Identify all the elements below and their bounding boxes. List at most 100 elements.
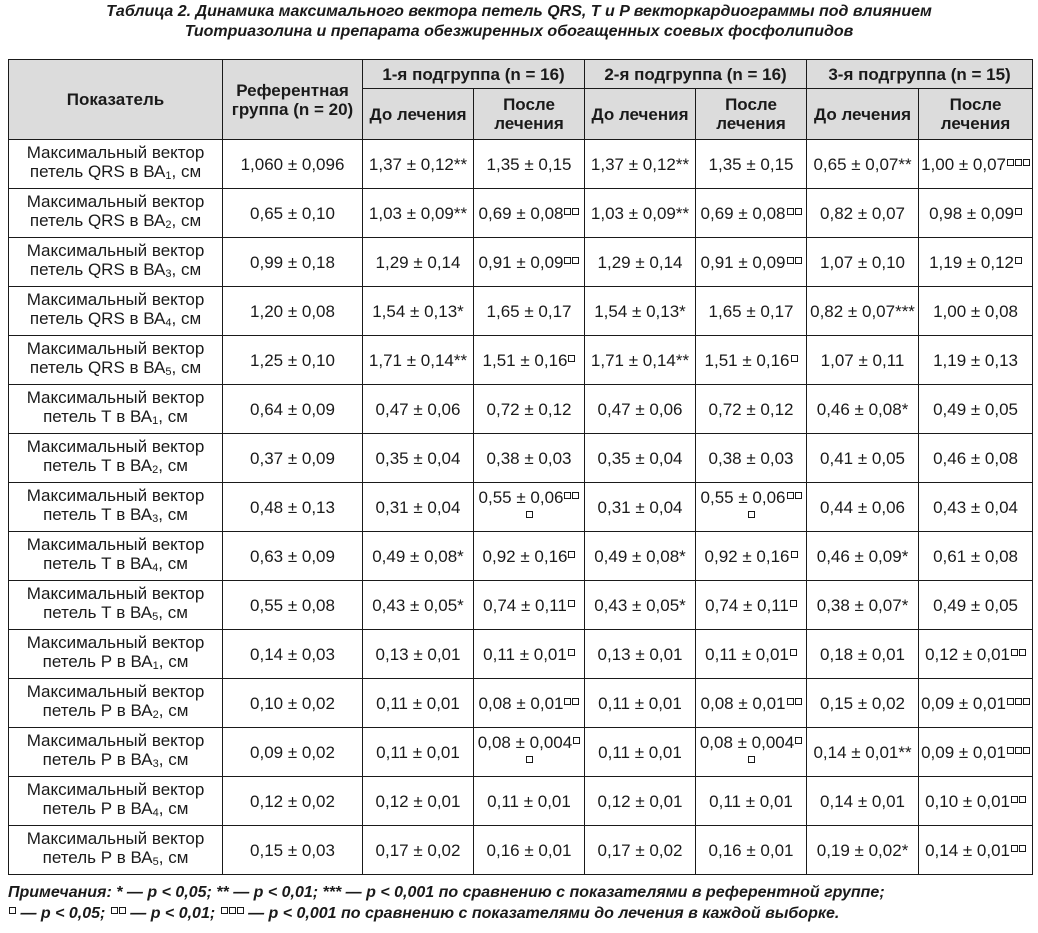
cell-value: 0,55 ± 0,06	[700, 488, 786, 507]
row-label: Максимальный вектор петель QRS в ВА1, см	[8, 139, 223, 189]
value-cell: 0,91 ± 0,09	[695, 237, 808, 287]
significance-asterisk: *	[457, 546, 464, 566]
cell-value: 1,07 ± 0,11	[820, 350, 905, 370]
table-row: Максимальный вектор петель Р в ВА4, см 0,…	[8, 776, 1034, 826]
cell-value: 0,92 ± 0,16	[482, 546, 568, 566]
cell-value: 1,65 ± 0,17	[708, 301, 794, 321]
significance-asterisk: **	[675, 350, 690, 370]
value-cell: 0,11 ± 0,01	[584, 727, 697, 777]
value-cell: 0,64 ± 0,09	[222, 384, 363, 434]
header-reference-group: Референтная группа (n = 20)	[222, 59, 363, 140]
value-cell: 0,10 ± 0,02	[222, 678, 363, 728]
row-label-unit: , см	[171, 210, 202, 230]
row-label-subscript: 3	[165, 267, 172, 280]
value-cell: 0,74 ± 0,11	[472, 580, 586, 630]
square-marker-icon	[1007, 158, 1015, 166]
value-cell: 1,54 ± 0,13*	[584, 286, 697, 336]
significance-asterisk: *	[901, 595, 909, 615]
cell-value: 0,09 ± 0,01	[921, 693, 1007, 713]
value-cell: 0,82 ± 0,07***	[806, 286, 920, 336]
value-cell: 0,46 ± 0,09*	[806, 531, 920, 581]
value-cell: 1,03 ± 0,09**	[584, 188, 697, 238]
cell-value: 0,17 ± 0,02	[375, 840, 461, 860]
cell-value: 0,11 ± 0,01	[709, 791, 793, 811]
value-cell: 0,82 ± 0,07	[806, 188, 920, 238]
row-label-unit: , см	[158, 847, 189, 867]
value-cell: 1,37 ± 0,12**	[584, 139, 697, 189]
row-label-subscript: 2	[165, 218, 172, 231]
square-marker-icon	[228, 907, 236, 914]
value-cell: 0,35 ± 0,04	[584, 433, 697, 483]
value-cell: 0,63 ± 0,09	[222, 531, 363, 581]
square-marker-icon	[1011, 795, 1019, 803]
cell-value: 1,71 ± 0,14	[368, 350, 454, 370]
row-label-unit: , см	[171, 308, 202, 328]
cell-value: 0,55 ± 0,08	[250, 595, 335, 615]
value-cell: 0,69 ± 0,08	[472, 188, 586, 238]
value-cell: 0,72 ± 0,12	[472, 384, 586, 434]
value-cell: 1,54 ± 0,13*	[362, 286, 474, 336]
cell-value: 1,54 ± 0,13	[594, 301, 680, 321]
square-marker-icon	[1023, 697, 1031, 705]
cell-value: 0,11 ± 0,01	[705, 644, 789, 664]
cell-value: 0,11 ± 0,01	[376, 742, 460, 762]
row-label-text: Максимальный вектор петель Т в ВА	[26, 485, 205, 524]
cell-value: 0,13 ± 0,01	[597, 644, 683, 664]
cell-value: 0,14 ± 0,03	[250, 644, 335, 664]
value-cell: 0,72 ± 0,12	[695, 384, 808, 434]
square-marker-icon	[1015, 207, 1023, 215]
row-label-text: Максимальный вектор петель Р в ВА	[26, 632, 205, 671]
row-label-subscript: 1	[165, 169, 172, 182]
value-cell: 0,10 ± 0,01	[918, 776, 1034, 826]
note-p001-text: — p < 0,01;	[125, 905, 220, 922]
value-cell: 0,13 ± 0,01	[362, 629, 474, 679]
row-label: Максимальный вектор петель Т в ВА4, см	[8, 531, 223, 581]
cell-value: 0,69 ± 0,08	[478, 203, 564, 223]
square-marker-icon	[786, 207, 794, 215]
cell-value: 0,31 ± 0,04	[597, 497, 683, 517]
cell-value: 0,91 ± 0,09	[478, 252, 564, 272]
row-label: Максимальный вектор петель Р в ВА2, см	[8, 678, 223, 728]
square-marker-icon	[9, 907, 16, 914]
row-label-text: Максимальный вектор петель QRS в ВА	[26, 338, 205, 377]
significance-asterisk: **	[675, 203, 690, 223]
square-marker-icon	[573, 737, 581, 744]
row-label-text: Максимальный вектор петель Т в ВА	[26, 583, 205, 622]
value-cell: 0,11 ± 0,01	[695, 629, 808, 679]
cell-value: 0,46 ± 0,08	[816, 399, 902, 419]
data-table: Показатель Референтная группа (n = 20) 1…	[8, 59, 1034, 875]
header-row-1: Показатель Референтная группа (n = 20) 1…	[8, 59, 1034, 140]
square-marker-icon	[564, 492, 572, 499]
row-label-unit: , см	[158, 798, 189, 818]
header-row-2: До лечения После лечения До лечения Посл…	[9, 88, 1034, 140]
row-label-subscript: 5	[152, 855, 159, 868]
note-p0001-text: — p < 0,001 по сравнению с показателями …	[243, 905, 840, 922]
header-before-3: До лечения	[806, 88, 920, 140]
row-label-subscript: 2	[152, 708, 159, 721]
table-row: Максимальный вектор петель QRS в ВА5, см…	[8, 335, 1034, 385]
value-cell: 0,98 ± 0,09	[918, 188, 1034, 238]
table-row: Максимальный вектор петель QRS в ВА1, см…	[8, 139, 1034, 189]
table-row: Максимальный вектор петель Р в ВА2, см 0,…	[8, 678, 1034, 728]
square-marker-icon	[220, 907, 228, 914]
header-after-3: После лечения	[918, 88, 1034, 140]
cell-value: 0,41 ± 0,05	[820, 448, 905, 468]
value-cell: 0,31 ± 0,04	[362, 482, 474, 532]
value-cell: 1,19 ± 0,12	[918, 237, 1034, 287]
value-cell: 0,49 ± 0,08*	[584, 531, 697, 581]
cell-value: 0,64 ± 0,09	[250, 399, 335, 419]
cell-value: 0,49 ± 0,08	[594, 546, 680, 566]
cell-value: 0,12 ± 0,01	[597, 791, 683, 811]
table-body: Максимальный вектор петель QRS в ВА1, см…	[8, 139, 1034, 875]
table-row: Максимальный вектор петель Р в ВА1, см 0,…	[8, 629, 1034, 679]
table-row: Максимальный вектор петель Р в ВА3, см 0,…	[8, 727, 1034, 777]
value-cell: 0,49 ± 0,05	[918, 580, 1034, 630]
row-label: Максимальный вектор петель Т в ВА1, см	[8, 384, 223, 434]
cell-value: 0,49 ± 0,05	[933, 399, 1019, 419]
cell-value: 1,25 ± 0,10	[250, 350, 335, 370]
cell-value: 1,03 ± 0,09	[590, 203, 676, 223]
row-label-text: Максимальный вектор петель Р в ВА	[26, 681, 205, 720]
cell-value: 1,29 ± 0,14	[375, 252, 461, 272]
value-cell: 0,31 ± 0,04	[584, 482, 697, 532]
